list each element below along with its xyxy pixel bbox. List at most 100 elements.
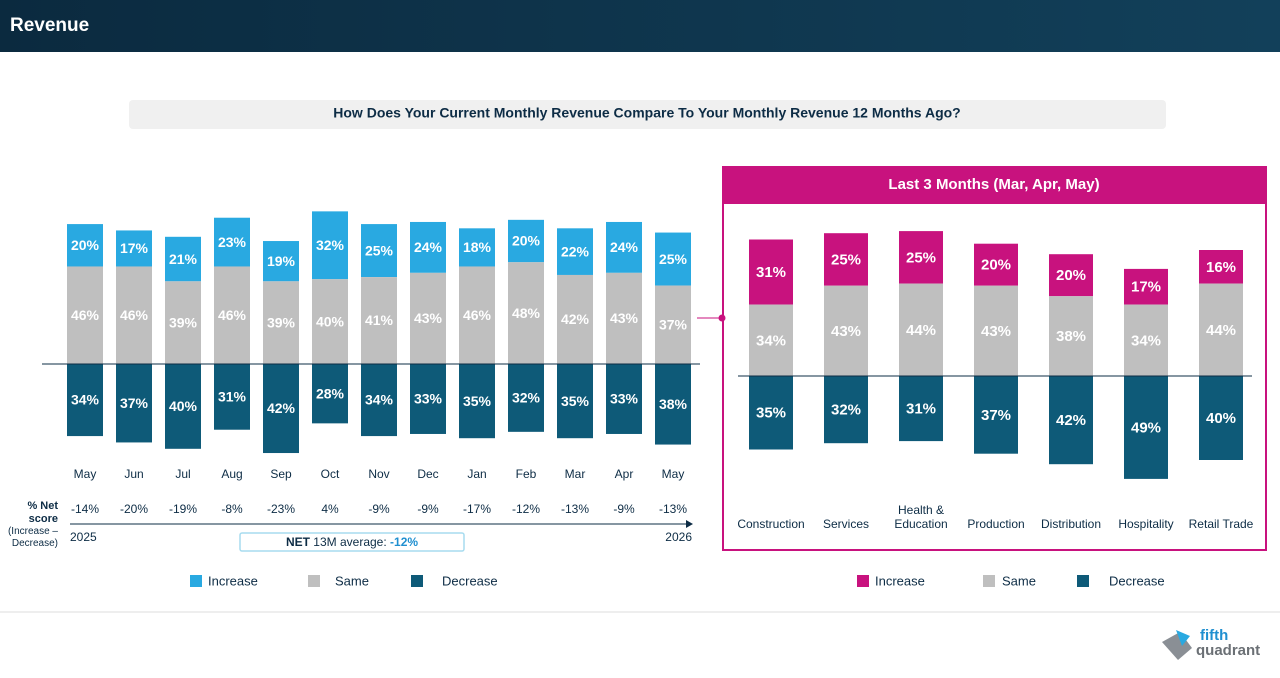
net-score: -23% [267, 502, 295, 516]
year-start: 2025 [70, 530, 97, 544]
logo-line1: fifth [1200, 627, 1228, 644]
net-score: -20% [120, 502, 148, 516]
net-score: -13% [561, 502, 589, 516]
bar-segment [263, 281, 299, 364]
net-score: -12% [512, 502, 540, 516]
bar-segment [361, 364, 397, 437]
bar-segment [749, 239, 793, 305]
bar-segment [1199, 283, 1243, 376]
bar-segment [67, 224, 103, 267]
bar-label: 35% [756, 405, 786, 422]
x-tick-label: Services [822, 517, 869, 531]
bar-segment [116, 364, 152, 443]
bar-segment [824, 233, 868, 286]
bar-segment [1124, 376, 1168, 479]
bar-segment [655, 285, 691, 364]
legend-swatch [857, 575, 869, 587]
bar-label: 43% [831, 323, 861, 340]
x-tick-label: Feb [516, 467, 537, 481]
bar-label: 17% [120, 240, 149, 256]
bar-label: 24% [414, 239, 443, 255]
legend-swatch [308, 575, 320, 587]
bar-segment [214, 217, 250, 267]
net-score-title: % Net score [27, 500, 58, 525]
bar-segment [263, 364, 299, 454]
bar-segment [214, 364, 250, 430]
bar-segment [606, 221, 642, 273]
bar-label: 48% [512, 305, 541, 321]
bar-label: 33% [414, 391, 443, 407]
bar-label: 28% [316, 385, 345, 401]
bar-label: 18% [463, 239, 492, 255]
bar-label: 37% [659, 316, 688, 332]
bar-segment [974, 376, 1018, 454]
bar-label: 25% [365, 242, 394, 258]
legend-label: Increase [208, 573, 258, 588]
bar-label: 37% [981, 407, 1011, 424]
bar-segment [1199, 250, 1243, 284]
bar-segment [1049, 376, 1093, 465]
bar-label: 39% [267, 314, 296, 330]
bar-label: 34% [756, 332, 786, 349]
header-bar [0, 0, 1280, 52]
bar-label: 34% [71, 392, 100, 408]
net-score: -19% [169, 502, 197, 516]
bar-label: 31% [218, 389, 247, 405]
legend-label: Same [335, 573, 369, 588]
bar-segment [557, 364, 593, 439]
bar-segment [655, 364, 691, 445]
bar-label: 17% [1131, 279, 1161, 296]
bar-segment [606, 364, 642, 434]
bar-segment [214, 266, 250, 364]
bar-label: 40% [169, 398, 198, 414]
legend-label: Decrease [1109, 573, 1165, 588]
bar-label: 42% [267, 400, 296, 416]
net-text: 13M average: [313, 535, 386, 549]
x-tick-label: Oct [321, 467, 340, 481]
bar-segment [312, 279, 348, 364]
bar-label: 41% [365, 312, 394, 328]
bar-label: 21% [169, 251, 198, 267]
bar-label: 38% [659, 396, 688, 412]
bar-segment [824, 376, 868, 444]
legend-swatch [983, 575, 995, 587]
bar-label: 43% [981, 323, 1011, 340]
net-score: 4% [321, 502, 339, 516]
x-tick-label: Health & Education [894, 503, 948, 531]
net-score: -17% [463, 502, 491, 516]
bar-label: 35% [561, 393, 590, 409]
bar-segment [1049, 296, 1093, 376]
bar-label: 32% [831, 402, 861, 419]
bar-label: 43% [610, 310, 639, 326]
bar-segment [312, 211, 348, 280]
legend-label: Increase [875, 573, 925, 588]
net-value: -12% [390, 535, 418, 549]
x-tick-label: Aug [221, 467, 242, 481]
x-tick-label: May [74, 467, 97, 481]
question-box [129, 100, 1166, 129]
bar-segment [508, 364, 544, 432]
bar-segment [1124, 268, 1168, 305]
bar-segment [606, 272, 642, 364]
bar-label: 40% [316, 313, 345, 329]
bar-segment [67, 266, 103, 364]
x-tick-label: Apr [615, 467, 634, 481]
net-score-sub: (Increase – Decrease) [7, 526, 58, 549]
legend-swatch [411, 575, 423, 587]
bar-label: 49% [1131, 419, 1161, 436]
bar-segment [67, 364, 103, 437]
bar-label: 19% [267, 253, 296, 269]
net-score: -14% [71, 502, 99, 516]
bar-segment [899, 376, 943, 442]
bar-segment [899, 231, 943, 284]
bar-segment [361, 277, 397, 364]
x-tick-label: Jan [467, 467, 486, 481]
bar-label: 22% [561, 243, 590, 259]
x-tick-label: Distribution [1040, 517, 1102, 531]
bar-segment [655, 232, 691, 286]
bar-segment [1049, 254, 1093, 297]
bar-label: 44% [906, 322, 936, 339]
bar-segment [459, 266, 495, 364]
